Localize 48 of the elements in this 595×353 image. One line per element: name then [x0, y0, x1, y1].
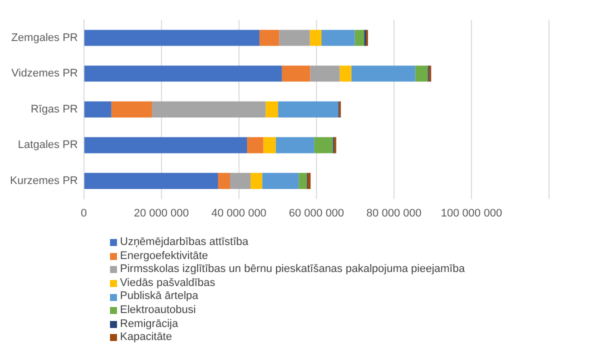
legend-label: Pirmsskolas izglītības un bērnu pieskatīšanas pakalpojuma pieejamība	[120, 263, 465, 277]
y-tick-label: Kurzemes PR	[10, 174, 78, 187]
x-tick-label: 20 000 000	[134, 207, 189, 220]
y-tick-label: Rīgas PR	[30, 103, 78, 116]
bar	[310, 66, 340, 82]
x-tick-label: 60 000 000	[288, 207, 344, 220]
y-tick-label: Zemgales PR	[11, 32, 78, 44]
bar	[250, 172, 262, 189]
legend-label: Viedās pašvaldības	[120, 276, 216, 290]
bar	[84, 30, 260, 46]
bar	[247, 137, 264, 154]
legend-label: Elektroautobusi	[120, 304, 196, 318]
bar	[354, 30, 364, 46]
bar	[262, 172, 299, 189]
bar	[84, 66, 282, 82]
bar	[310, 30, 322, 46]
legend-label: Uzņēmējdarbības attīstība	[120, 236, 248, 250]
x-tick-label: 100 000 000	[440, 207, 502, 220]
bar	[282, 66, 310, 82]
bar	[351, 66, 416, 82]
bar	[415, 66, 428, 82]
bar	[259, 30, 280, 46]
bar	[84, 137, 248, 154]
bar	[152, 101, 266, 118]
x-tick-label: 0	[80, 207, 87, 220]
y-tick-label: Latgales PR	[18, 139, 78, 152]
bar	[266, 101, 278, 118]
bar	[298, 172, 307, 189]
bar	[84, 101, 112, 118]
legend-label: Kapacitāte	[120, 331, 172, 345]
y-tick-label: Vidzemes PR	[11, 68, 78, 80]
legend-label: Publiskā ārtelpa	[120, 290, 198, 304]
bar	[340, 66, 352, 82]
bar	[276, 137, 314, 154]
bar	[230, 172, 251, 189]
bar	[263, 137, 276, 154]
legend-label: Remigrācija	[120, 318, 178, 332]
bar	[218, 172, 230, 189]
bar	[321, 30, 355, 46]
bar	[314, 137, 333, 154]
bar	[308, 172, 311, 189]
bar	[84, 172, 218, 189]
x-tick-label: 40 000 000	[211, 207, 266, 220]
bar	[279, 30, 310, 46]
x-tick-label: 80 000 000	[366, 207, 422, 220]
bar	[278, 101, 338, 118]
legend-label: Energoefektivitāte	[120, 250, 208, 264]
bar	[111, 101, 152, 118]
